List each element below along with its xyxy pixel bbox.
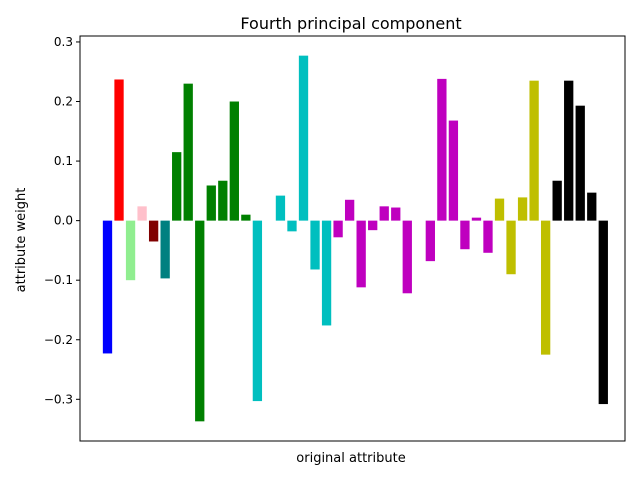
- bar-6: [172, 152, 182, 221]
- bar-16: [298, 55, 309, 221]
- bar-7: [183, 83, 193, 221]
- bars-layer: [102, 55, 608, 422]
- y-axis-label: attribute weight: [14, 188, 29, 293]
- bar-11: [229, 101, 239, 221]
- y-tick-label-3: 0.0: [54, 214, 73, 228]
- bar-40: [587, 192, 597, 221]
- plot-frame: [79, 35, 626, 442]
- bar-27: [437, 78, 447, 221]
- bar-3: [137, 206, 147, 221]
- bar-34: [517, 197, 528, 221]
- bar-9: [206, 185, 216, 221]
- bar-18: [321, 220, 332, 326]
- bar-15: [287, 220, 297, 232]
- bar-36: [540, 220, 551, 355]
- bar-1: [114, 79, 124, 221]
- bar-39: [575, 105, 585, 221]
- bar-5: [160, 220, 170, 279]
- bar-26: [425, 220, 435, 262]
- bar-19: [333, 220, 343, 238]
- x-axis-label: original attribute: [296, 451, 405, 466]
- bar-20: [344, 199, 355, 221]
- bar-28: [448, 120, 459, 221]
- bar-24: [391, 207, 401, 221]
- bar-22: [368, 220, 378, 231]
- bar-30: [471, 217, 482, 221]
- bar-0: [102, 220, 113, 354]
- bar-25: [402, 220, 412, 294]
- bar-35: [529, 80, 539, 221]
- bar-33: [506, 220, 516, 275]
- y-tick-label-1: 0.2: [54, 95, 73, 109]
- bar-4: [148, 220, 159, 242]
- bar-2: [125, 220, 136, 281]
- bar-31: [483, 220, 493, 253]
- bar-41: [598, 220, 608, 405]
- bar-12: [241, 214, 251, 221]
- bar-21: [356, 220, 366, 288]
- bar-10: [218, 180, 228, 221]
- bar-29: [460, 220, 470, 250]
- bar-23: [379, 206, 389, 221]
- bar-32: [494, 198, 505, 221]
- bar-17: [310, 220, 320, 270]
- chart-title: Fourth principal component: [240, 14, 461, 33]
- bar-13: [252, 220, 263, 402]
- bar-38: [564, 80, 574, 221]
- bar-14: [275, 195, 286, 221]
- y-tick-label-4: −0.1: [44, 273, 73, 287]
- y-tick-label-0: 0.3: [54, 35, 73, 49]
- bar-8: [195, 220, 205, 422]
- bar-37: [552, 180, 562, 221]
- y-tick-label-6: −0.3: [44, 392, 73, 406]
- y-tick-label-2: 0.1: [54, 154, 73, 168]
- y-tick-label-5: −0.2: [44, 333, 73, 347]
- y-axis: 0.3 0.2 0.1 0.0 −0.1 −0.2 −0.3: [44, 35, 80, 406]
